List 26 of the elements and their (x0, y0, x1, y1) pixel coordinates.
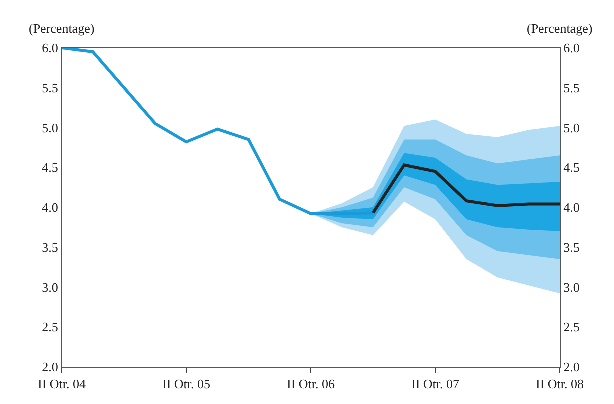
y-tick-label: 4.0 (42, 200, 58, 216)
y-tick-label: 5.0 (42, 120, 58, 136)
y-tick-label: 6.0 (42, 40, 58, 56)
y-tick-label: 5.5 (42, 80, 58, 96)
y2-tick-label: 5.0 (564, 120, 580, 136)
x-tick-label: II Otr. 07 (411, 376, 460, 392)
y2-tick-label: 4.0 (564, 200, 580, 216)
line-series (372, 164, 560, 215)
y2-axis-title: (Percentage) (527, 21, 593, 36)
y2-tick-label: 5.5 (564, 80, 580, 96)
y-tick-label: 4.5 (42, 160, 58, 176)
y2-tick-label: 3.0 (564, 280, 580, 295)
x-tick-label: II Otr. 05 (162, 376, 211, 392)
x-tick-label: II Otr. 04 (38, 376, 87, 392)
y-tick-label: 2.5 (42, 320, 58, 335)
y2-tick-label: 3.5 (564, 240, 580, 255)
y2-tick-label: 4.5 (564, 160, 580, 176)
y-tick-label: 3.5 (42, 240, 58, 255)
y2-tick-label: 2.5 (564, 320, 580, 335)
x-tick-label: II Otr. 08 (536, 376, 584, 392)
y-tick-label: 2.0 (42, 360, 58, 375)
y2-tick-label: 6.0 (564, 40, 580, 56)
y-tick-label: 3.0 (42, 280, 58, 295)
y2-tick-label: 2.0 (564, 360, 580, 375)
y-axis-title: (Percentage) (29, 21, 95, 36)
x-tick-label: II Otr. 06 (286, 376, 336, 392)
